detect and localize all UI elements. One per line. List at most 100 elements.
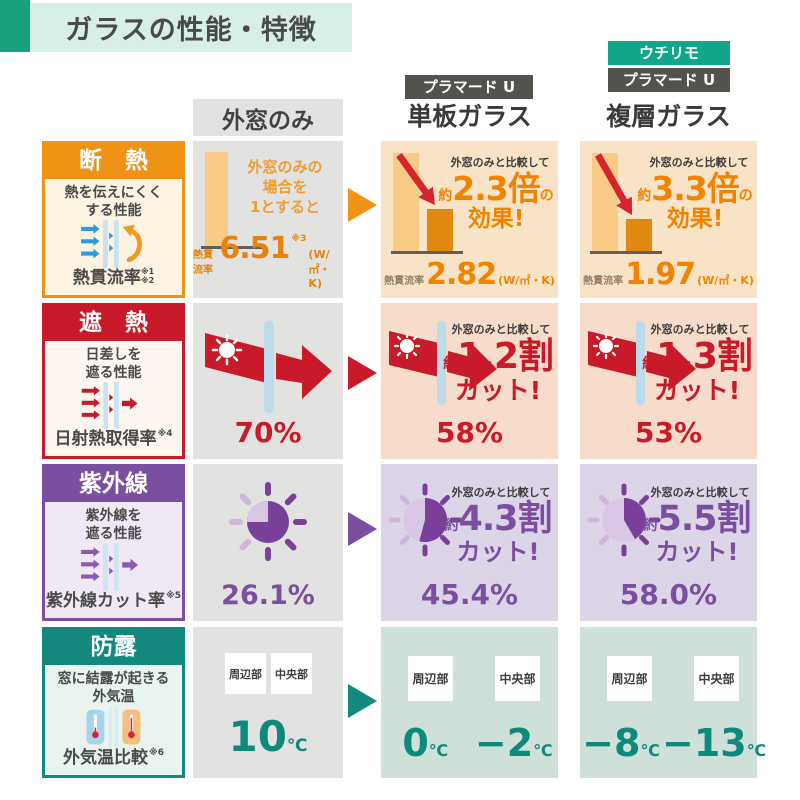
uv-label-card: 紫外線 紫外線を 遮る性能 紫外線カット率 ※5 [42, 464, 185, 621]
insulation-row-header: 断 熱 [45, 144, 182, 179]
cut-value: 4.3割 [458, 499, 552, 539]
boost-approx: 約 [438, 188, 453, 204]
uvalue-label: 熱貫流率 [583, 276, 624, 287]
insulation-metric-notes: ※1 ※2 [141, 267, 154, 285]
cut-approx: 約 [444, 518, 459, 534]
double-insulation-cell: 外窓のみと比較して 約3.3倍の 効果! 熱貫流率 1.97 (W/㎡・K) [580, 141, 757, 298]
single-shading-cell: 外窓のみと比較して 約1.2割 カット! 58% [381, 303, 558, 459]
single-uv-sun-chart [388, 483, 462, 557]
double-uv-cell: 外窓のみと比較して 約5.5割 カット! 58.0% [580, 464, 757, 621]
insulation-label-card: 断 熱 熱を伝えにくく する性能 熱貫流率 ※1 ※2 [42, 141, 185, 298]
double-uv-value: 58.0% [619, 578, 718, 611]
single-column-title: 単板ガラス [407, 102, 532, 131]
edge-temp-value: 0℃ [381, 722, 470, 772]
compare-text: 外窓のみと比較して [450, 156, 550, 169]
cut-value: 1.2割 [457, 336, 554, 377]
cut-value: 5.5割 [657, 499, 751, 539]
uchirimo-badge: ウチリモ [608, 41, 730, 65]
double-uv-cut: 約5.5割 カット! [640, 499, 754, 566]
temp-number: 0 [402, 721, 429, 765]
chart-baseline [201, 246, 267, 249]
shading-label-card: 遮 熱 日差しを 遮る性能 日射熱取得率 ※4 [42, 303, 185, 459]
outer-column-header: 外窓のみ [193, 99, 343, 136]
outer-shading-icon [205, 321, 332, 413]
single-condensation-cell: 周辺部 中央部 0℃ −2℃ [381, 627, 558, 778]
uvalue-number: 1.97 [625, 257, 696, 292]
center-temp-value: −2℃ [470, 722, 559, 772]
uvalue-number: 6.51 [219, 231, 290, 266]
double-shading-value: 53% [634, 416, 703, 449]
insulation-metric-note2: ※2 [140, 276, 155, 285]
shading-row-header: 遮 熱 [45, 306, 182, 341]
insulation-icon [80, 220, 142, 268]
insulation-metric: 熱貫流率 ※1 ※2 [72, 267, 154, 288]
cut-approx: 約 [642, 356, 657, 372]
condensation-metric: 外気温比較 ※6 [63, 748, 164, 768]
boost-tail: の [738, 188, 753, 204]
double-plamard-badge: プラマード U [608, 68, 730, 92]
compare-text: 外窓のみと比較して [649, 156, 749, 169]
outer-shading-cell: 70% [193, 303, 343, 459]
center-label-box: 中央部 [694, 656, 739, 701]
double-shading-cell: 外窓のみと比較して 約1.3割 カット! 53% [580, 303, 757, 459]
compare-text: 外窓のみと比較して [451, 486, 551, 499]
double-column-title: 複層ガラス [606, 102, 731, 131]
uv-icon [80, 543, 138, 591]
outer-reference-bar [205, 152, 228, 246]
outer-uvalue: 熱貫流率 6.51 ※3 (W/㎡・K) [193, 231, 343, 291]
single-shading-icon [389, 321, 497, 405]
single-uv-cell: 外窓のみと比較して 約4.3割 カット! 45.4% [381, 464, 558, 621]
double-uvalue: 熱貫流率 1.97 (W/㎡・K) [580, 260, 757, 290]
single-shading-value: 58% [435, 416, 504, 449]
outer-uv-value: 26.1% [221, 580, 315, 611]
double-insulation-bar-chart [590, 153, 662, 254]
center-label-box: 中央部 [495, 656, 540, 701]
boost-value: 2.3倍 [452, 169, 540, 208]
insulation-metric-note1: ※1 [140, 267, 155, 276]
compare-text: 外窓のみと比較して [650, 486, 750, 499]
double-temps: −8℃ −13℃ [580, 721, 766, 772]
single-insulation-bar-chart [391, 153, 463, 254]
uv-metric-note: ※5 [165, 591, 181, 601]
insulation-desc: 熱を伝えにくく する性能 [64, 185, 163, 219]
cut-label: カット! [456, 538, 540, 566]
shading-metric-label: 日射熱取得率 [54, 429, 157, 449]
cut-label: カット! [655, 538, 739, 566]
uv-metric: 紫外線カット率 ※5 [46, 591, 181, 611]
temp-unit: ℃ [533, 741, 553, 760]
double-shading-icon [588, 321, 696, 405]
uvalue-label: 熱貫流率 [193, 250, 213, 276]
temp-unit: ℃ [286, 736, 308, 756]
cut-label: カット! [454, 376, 542, 405]
edge-label-box: 周辺部 [225, 653, 266, 694]
temp-unit: ℃ [640, 741, 660, 760]
compare-text: 外窓のみと比較して [451, 323, 551, 336]
single-temps: 0℃ −2℃ [381, 722, 558, 772]
outer-condensation-cell: 周辺部 中央部 10℃ [193, 627, 343, 778]
edge-label-box: 周辺部 [607, 656, 652, 701]
cut-value: 1.3割 [656, 336, 753, 377]
single-uv-cut: 約4.3割 カット! [441, 499, 555, 566]
uv-desc: 紫外線を 遮る性能 [85, 508, 142, 542]
boost-tail: の [539, 188, 554, 204]
shading-desc: 日差しを 遮る性能 [85, 347, 142, 381]
compare-text: 外窓のみと比較して [650, 323, 750, 336]
shading-icon [81, 382, 137, 429]
double-uv-sun-chart [587, 483, 661, 557]
double-condensation-cell: 周辺部 中央部 −8℃ −13℃ [580, 627, 766, 778]
double-insulation-boost: 約3.3倍の 効果! [636, 172, 754, 231]
single-shading-cut: 約1.2割 カット! [441, 336, 555, 405]
outer-reference-note: 外窓のみの 場合を 1とすると [247, 158, 323, 216]
condensation-desc: 窓に結露が起きる 外気温 [57, 671, 170, 705]
temp-number: −13 [662, 721, 747, 765]
temp-number: −2 [474, 721, 534, 765]
outer-temp-value: 10℃ [193, 715, 343, 768]
uvalue-unit: (W/㎡・K) [308, 248, 331, 290]
shading-metric-note: ※4 [157, 429, 173, 439]
insulation-metric-label: 熱貫流率 [72, 268, 141, 288]
outer-uv-sun-chart [229, 482, 307, 561]
edge-label-box: 周辺部 [408, 656, 453, 701]
temp-unit: ℃ [746, 741, 767, 760]
temp-number: 10 [228, 712, 287, 761]
boost-effect: 効果! [666, 206, 724, 232]
